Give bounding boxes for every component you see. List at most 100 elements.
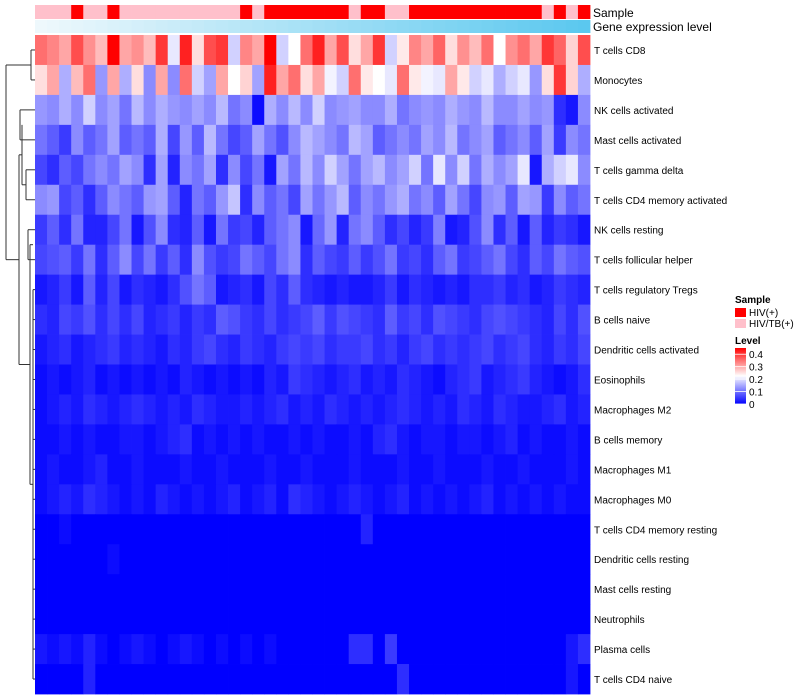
heatmap-cell (143, 544, 157, 575)
row-label: Dendritic cells activated (594, 346, 699, 357)
heatmap-cell (505, 394, 519, 425)
heatmap-cell (481, 154, 494, 186)
heatmap-cell (517, 64, 531, 96)
heatmap-cell (457, 544, 470, 575)
row-label: T cells CD4 memory activated (594, 196, 727, 207)
heatmap-cell (312, 124, 325, 156)
heatmap-cell (409, 304, 422, 335)
heatmap-cell (336, 424, 350, 455)
heatmap-cell (336, 94, 350, 126)
heatmap-cell (324, 154, 338, 186)
heatmap-cell (505, 544, 519, 575)
heatmap-cell (457, 35, 470, 66)
heatmap-cell (565, 64, 579, 96)
heatmap-cell (421, 154, 434, 186)
heatmap-cell (203, 304, 217, 335)
heatmap-cell (264, 334, 277, 365)
heatmap-cell (324, 214, 338, 246)
heatmap-cell (191, 214, 205, 246)
heatmap-cell (505, 364, 519, 395)
heatmap-cell (433, 304, 446, 335)
heatmap-cell (541, 184, 555, 216)
heatmap-cell (372, 35, 386, 66)
heatmap-cell (215, 514, 229, 545)
heatmap-cell (493, 304, 506, 335)
heatmap-cell (35, 35, 48, 66)
heatmap-cell (276, 604, 289, 635)
heatmap-cell (565, 454, 579, 485)
heatmap-cell (107, 664, 120, 695)
heatmap-cell (240, 574, 253, 605)
heatmap-cell (143, 94, 157, 126)
heatmap-cell (288, 634, 301, 665)
legend-swatch-hiv (735, 308, 746, 317)
heatmap-cell (83, 274, 96, 305)
expression-cell (481, 20, 494, 33)
heatmap-cell (155, 634, 169, 665)
heatmap-cell (264, 634, 277, 665)
heatmap-cell (384, 154, 398, 186)
heatmap-cell (553, 94, 567, 126)
expression-cell (131, 20, 144, 33)
heatmap-cell (469, 664, 482, 695)
expression-cell (252, 20, 265, 33)
expression-level-track (35, 20, 591, 33)
heatmap-cell (541, 484, 555, 515)
heatmap-cell (481, 604, 494, 635)
heatmap-cell (215, 604, 229, 635)
heatmap-cell (505, 184, 519, 216)
heatmap-cell (577, 574, 591, 605)
heatmap-cell (131, 394, 144, 425)
heatmap-cell (553, 334, 567, 365)
heatmap-cell (409, 544, 422, 575)
heatmap-cell (228, 214, 241, 246)
heatmap-cell (228, 604, 241, 635)
heatmap-cell (71, 484, 84, 515)
sample-cell (35, 5, 48, 19)
heatmap-cell (95, 274, 108, 305)
heatmap-cell (167, 94, 181, 126)
heatmap-cell (191, 454, 205, 485)
heatmap-cell (324, 274, 338, 305)
heatmap-cell (167, 334, 181, 365)
heatmap-cell (372, 154, 386, 186)
row-label: Monocytes (594, 76, 642, 87)
heatmap-cell (493, 274, 506, 305)
heatmap-cell (107, 484, 120, 515)
heatmap-cell (59, 454, 72, 485)
heatmap-cell (481, 544, 494, 575)
heatmap-cell (83, 514, 96, 545)
heatmap-cell (119, 64, 132, 96)
heatmap-cell (312, 214, 325, 246)
heatmap-cell (71, 364, 84, 395)
heatmap-cell (384, 634, 398, 665)
heatmap-cell (577, 304, 591, 335)
heatmap-cell (252, 154, 265, 186)
heatmap-cell (143, 394, 157, 425)
heatmap-cell (215, 454, 229, 485)
heatmap-cell (553, 364, 567, 395)
heatmap-cell (505, 604, 519, 635)
heatmap-cell (167, 544, 181, 575)
heatmap-cell (481, 184, 494, 216)
heatmap-cell (565, 244, 579, 276)
heatmap-cell (360, 514, 374, 545)
heatmap-cell (457, 604, 470, 635)
heatmap-cell (179, 454, 193, 485)
row-label: Neutrophils (594, 615, 645, 626)
heatmap-cell (396, 454, 410, 485)
heatmap-cell (264, 154, 277, 186)
heatmap-cell (203, 394, 217, 425)
heatmap-cell (421, 334, 434, 365)
heatmap-cell (445, 64, 458, 96)
heatmap-cell (167, 604, 181, 635)
heatmap-cell (493, 484, 506, 515)
heatmap-cell (131, 574, 144, 605)
heatmap-cell (59, 334, 72, 365)
heatmap-cell (372, 274, 386, 305)
heatmap-cell (360, 574, 374, 605)
heatmap-cell (131, 664, 144, 695)
heatmap-cell (348, 664, 362, 695)
heatmap-cell (433, 604, 446, 635)
heatmap-cell (336, 634, 350, 665)
